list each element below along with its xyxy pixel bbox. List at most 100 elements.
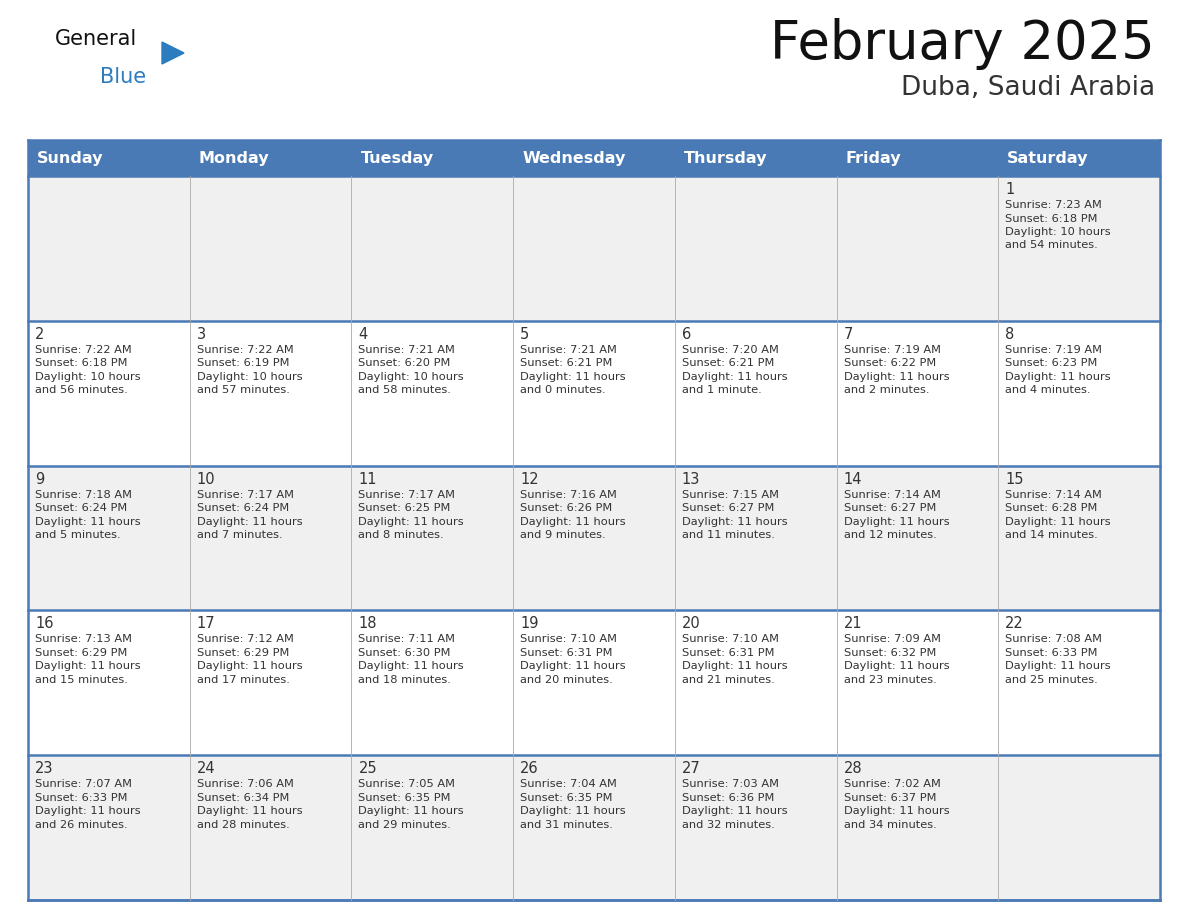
Bar <box>352 176 513 320</box>
Bar <box>352 320 513 465</box>
Bar <box>513 140 675 176</box>
Text: Sunset: 6:28 PM: Sunset: 6:28 PM <box>1005 503 1098 513</box>
Text: Sunrise: 7:08 AM: Sunrise: 7:08 AM <box>1005 634 1102 644</box>
Text: Sunset: 6:37 PM: Sunset: 6:37 PM <box>843 793 936 802</box>
Text: 23: 23 <box>34 761 53 777</box>
Text: 2: 2 <box>34 327 44 341</box>
Text: 20: 20 <box>682 616 701 632</box>
Text: Sunrise: 7:06 AM: Sunrise: 7:06 AM <box>197 779 293 789</box>
Text: Daylight: 11 hours: Daylight: 11 hours <box>1005 517 1111 527</box>
Text: 6: 6 <box>682 327 691 341</box>
Text: Sunrise: 7:17 AM: Sunrise: 7:17 AM <box>359 489 455 499</box>
Bar <box>675 756 836 900</box>
Text: 15: 15 <box>1005 472 1024 487</box>
Text: 28: 28 <box>843 761 862 777</box>
Text: 4: 4 <box>359 327 367 341</box>
Text: and 58 minutes.: and 58 minutes. <box>359 386 451 396</box>
Text: Sunrise: 7:21 AM: Sunrise: 7:21 AM <box>359 345 455 354</box>
Text: 24: 24 <box>197 761 215 777</box>
Text: Sunrise: 7:07 AM: Sunrise: 7:07 AM <box>34 779 132 789</box>
Text: Sunset: 6:21 PM: Sunset: 6:21 PM <box>520 358 613 368</box>
Text: 14: 14 <box>843 472 862 487</box>
Text: and 54 minutes.: and 54 minutes. <box>1005 241 1098 251</box>
Text: Sunrise: 7:16 AM: Sunrise: 7:16 AM <box>520 489 617 499</box>
Text: and 11 minutes.: and 11 minutes. <box>682 530 775 540</box>
Text: and 23 minutes.: and 23 minutes. <box>843 675 936 685</box>
Bar <box>190 320 352 465</box>
Bar <box>352 140 513 176</box>
Text: Daylight: 11 hours: Daylight: 11 hours <box>520 372 626 382</box>
Text: February 2025: February 2025 <box>770 18 1155 70</box>
Bar <box>836 465 998 610</box>
Text: Sunset: 6:20 PM: Sunset: 6:20 PM <box>359 358 450 368</box>
Text: 1: 1 <box>1005 182 1015 197</box>
Bar <box>998 610 1159 756</box>
Bar <box>352 465 513 610</box>
Bar <box>998 320 1159 465</box>
Text: Sunrise: 7:15 AM: Sunrise: 7:15 AM <box>682 489 779 499</box>
Text: Sunset: 6:35 PM: Sunset: 6:35 PM <box>520 793 613 802</box>
Bar <box>675 610 836 756</box>
Text: Sunset: 6:32 PM: Sunset: 6:32 PM <box>843 648 936 658</box>
Text: Sunrise: 7:19 AM: Sunrise: 7:19 AM <box>1005 345 1102 354</box>
Text: Sunset: 6:18 PM: Sunset: 6:18 PM <box>1005 214 1098 223</box>
Text: and 31 minutes.: and 31 minutes. <box>520 820 613 830</box>
Text: 26: 26 <box>520 761 539 777</box>
Text: Daylight: 11 hours: Daylight: 11 hours <box>682 661 788 671</box>
Text: Daylight: 11 hours: Daylight: 11 hours <box>1005 661 1111 671</box>
Text: 7: 7 <box>843 327 853 341</box>
Text: 25: 25 <box>359 761 377 777</box>
Text: Sunset: 6:23 PM: Sunset: 6:23 PM <box>1005 358 1098 368</box>
Text: Daylight: 10 hours: Daylight: 10 hours <box>359 372 465 382</box>
Bar <box>29 140 190 176</box>
Text: and 2 minutes.: and 2 minutes. <box>843 386 929 396</box>
Text: Daylight: 11 hours: Daylight: 11 hours <box>843 372 949 382</box>
Text: Daylight: 11 hours: Daylight: 11 hours <box>359 517 465 527</box>
Text: and 8 minutes.: and 8 minutes. <box>359 530 444 540</box>
Text: Sunrise: 7:10 AM: Sunrise: 7:10 AM <box>682 634 779 644</box>
Bar <box>352 610 513 756</box>
Text: and 5 minutes.: and 5 minutes. <box>34 530 121 540</box>
Text: Sunday: Sunday <box>37 151 103 165</box>
Text: Sunset: 6:30 PM: Sunset: 6:30 PM <box>359 648 451 658</box>
Text: General: General <box>55 29 138 49</box>
Text: 5: 5 <box>520 327 530 341</box>
Text: 22: 22 <box>1005 616 1024 632</box>
Text: and 20 minutes.: and 20 minutes. <box>520 675 613 685</box>
Text: Daylight: 11 hours: Daylight: 11 hours <box>197 517 302 527</box>
Text: Sunset: 6:24 PM: Sunset: 6:24 PM <box>197 503 289 513</box>
Text: Daylight: 10 hours: Daylight: 10 hours <box>197 372 302 382</box>
Text: Daylight: 11 hours: Daylight: 11 hours <box>520 517 626 527</box>
Text: Daylight: 11 hours: Daylight: 11 hours <box>359 661 465 671</box>
Text: Sunrise: 7:22 AM: Sunrise: 7:22 AM <box>34 345 132 354</box>
Text: Daylight: 11 hours: Daylight: 11 hours <box>843 806 949 816</box>
Text: 9: 9 <box>34 472 44 487</box>
Text: Daylight: 11 hours: Daylight: 11 hours <box>34 806 140 816</box>
Text: Sunset: 6:24 PM: Sunset: 6:24 PM <box>34 503 127 513</box>
Text: and 29 minutes.: and 29 minutes. <box>359 820 451 830</box>
Bar <box>675 320 836 465</box>
Text: and 34 minutes.: and 34 minutes. <box>843 820 936 830</box>
Text: Sunset: 6:18 PM: Sunset: 6:18 PM <box>34 358 127 368</box>
Text: and 9 minutes.: and 9 minutes. <box>520 530 606 540</box>
Text: and 21 minutes.: and 21 minutes. <box>682 675 775 685</box>
Text: and 7 minutes.: and 7 minutes. <box>197 530 283 540</box>
Text: and 17 minutes.: and 17 minutes. <box>197 675 290 685</box>
Text: Sunrise: 7:20 AM: Sunrise: 7:20 AM <box>682 345 778 354</box>
Text: and 25 minutes.: and 25 minutes. <box>1005 675 1098 685</box>
Text: 12: 12 <box>520 472 539 487</box>
Text: and 32 minutes.: and 32 minutes. <box>682 820 775 830</box>
Bar <box>29 465 190 610</box>
Text: Duba, Saudi Arabia: Duba, Saudi Arabia <box>901 75 1155 101</box>
Text: Sunset: 6:29 PM: Sunset: 6:29 PM <box>34 648 127 658</box>
Text: Daylight: 11 hours: Daylight: 11 hours <box>520 661 626 671</box>
Bar <box>190 610 352 756</box>
Bar <box>998 140 1159 176</box>
Text: Sunset: 6:25 PM: Sunset: 6:25 PM <box>359 503 450 513</box>
Text: Daylight: 11 hours: Daylight: 11 hours <box>682 806 788 816</box>
Text: and 28 minutes.: and 28 minutes. <box>197 820 290 830</box>
Text: Sunrise: 7:02 AM: Sunrise: 7:02 AM <box>843 779 941 789</box>
Bar <box>190 140 352 176</box>
Text: 21: 21 <box>843 616 862 632</box>
Text: and 14 minutes.: and 14 minutes. <box>1005 530 1098 540</box>
